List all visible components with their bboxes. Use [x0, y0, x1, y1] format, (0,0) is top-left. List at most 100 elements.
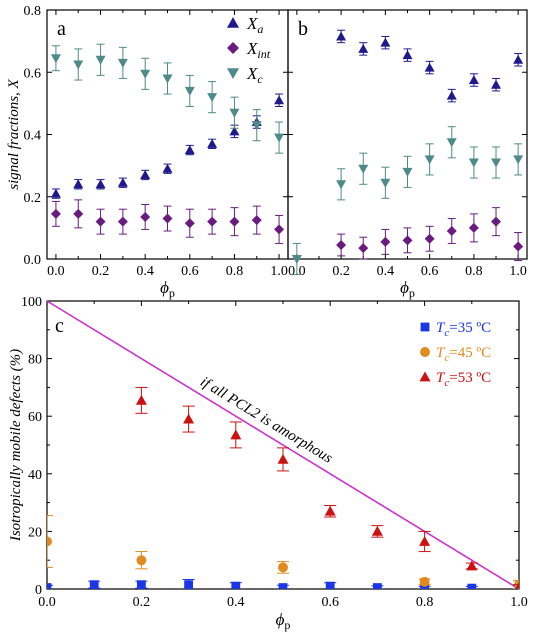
series-Xa: [336, 29, 524, 103]
data-point: [50, 188, 61, 198]
y-tick-label: 0.8: [24, 4, 42, 19]
x-tick-label: 1.0: [510, 595, 528, 610]
data-point: [140, 211, 151, 222]
y-tick-label: 60: [28, 410, 42, 425]
annotation: if all PCL2 is amorphous: [197, 374, 335, 467]
panel-a: 0.0 0.2 0.4 0.6 0.8 1.0 0.0 0.2 0.4 0.6 0.8 a ϕp sign…: [6, 4, 289, 300]
data-point: [402, 167, 413, 177]
data-point: [491, 158, 502, 168]
data-point: [358, 243, 369, 254]
data-point: [419, 576, 430, 587]
data-point: [184, 145, 195, 155]
legend-marker: [419, 371, 431, 382]
data-point: [73, 208, 84, 219]
legend-entry: Xc: [246, 64, 263, 86]
data-point: [358, 164, 369, 174]
x-tick-label: 0.8: [226, 264, 244, 279]
y-axis-label: Isotropically mobile defects (%): [8, 349, 24, 542]
legend-entry-sub: c: [444, 377, 449, 389]
x-tick-label: 0.6: [181, 264, 199, 279]
series-Tc=53 ºC: [135, 386, 519, 589]
x-tick-label: 0.8: [416, 595, 434, 610]
data-point: [50, 54, 61, 64]
data-point: [468, 75, 479, 85]
legend-marker: [227, 17, 239, 28]
y-tick-label: 0.2: [24, 191, 42, 206]
legend-marker: [420, 322, 430, 332]
data-point: [491, 79, 502, 89]
data-point: [162, 74, 173, 84]
x-axis-label-sub: p: [169, 286, 175, 300]
data-point: [207, 138, 218, 148]
data-point: [229, 108, 240, 118]
x-axis-label-sub: p: [409, 286, 415, 300]
data-point: [491, 216, 502, 227]
data-point: [184, 580, 193, 589]
data-point: [424, 155, 435, 165]
panel-c: 0.0 0.2 0.4 0.6 0.8 1.0 0 20 40 60 80 100 if all PCL…: [8, 295, 528, 632]
series-Tc=35 ºC: [47, 578, 519, 589]
data-point: [95, 216, 106, 227]
legend-entry-sub: c: [444, 327, 449, 339]
x-tick-label: 0.0: [38, 595, 56, 610]
y-tick-label: 0.4: [24, 129, 42, 144]
legend-entry-rest: =53 ºC: [449, 370, 491, 386]
data-point: [229, 216, 240, 227]
series-Xc: [50, 43, 285, 154]
data-point: [207, 93, 218, 103]
series-Xa: [50, 93, 285, 199]
y-tick-label: 20: [28, 525, 42, 540]
data-point: [162, 163, 173, 173]
data-point: [117, 58, 128, 68]
plot-area: [47, 386, 519, 589]
series-Tc=45 ºC: [47, 515, 519, 589]
data-point: [467, 583, 477, 589]
y-tick-label: 80: [28, 353, 42, 368]
data-point: [278, 583, 288, 589]
data-point: [336, 180, 347, 190]
data-point: [251, 215, 262, 226]
data-point: [513, 241, 524, 252]
panel-label: a: [57, 18, 66, 40]
legend-entry-main: T: [436, 320, 446, 336]
data-point: [229, 126, 240, 136]
data-point: [358, 43, 369, 53]
data-point: [73, 60, 84, 70]
data-point: [325, 581, 335, 589]
data-point: [380, 236, 391, 247]
series-Xint: [336, 207, 524, 262]
y-axis-label: signal fractions, X: [6, 78, 22, 189]
legend-entry: Xa: [246, 14, 263, 36]
data-point: [277, 453, 289, 464]
x-tick-label: 0.6: [321, 595, 339, 610]
data-point: [515, 582, 519, 589]
legend: Xa Xint Xc: [227, 14, 271, 86]
x-axis-label: ϕp: [276, 610, 291, 632]
data-point: [278, 562, 288, 573]
data-point: [336, 239, 347, 250]
data-point: [117, 177, 128, 187]
data-point: [419, 535, 431, 546]
x-tick-label: 0.4: [227, 595, 245, 610]
legend-entry: Tc=53 ºC: [436, 370, 491, 389]
x-tick-label: 0.8: [465, 264, 483, 279]
data-point: [230, 429, 242, 440]
panel-label: c: [55, 315, 64, 337]
data-point: [380, 37, 391, 47]
data-point: [47, 583, 52, 589]
data-point: [135, 394, 147, 405]
data-point: [324, 505, 336, 516]
data-point: [183, 413, 195, 424]
data-point: [380, 178, 391, 188]
data-point: [140, 169, 151, 179]
data-point: [274, 95, 285, 105]
data-point: [371, 525, 383, 536]
legend-entry: Tc=45 ºC: [436, 345, 491, 364]
y-tick-label: 0.6: [24, 66, 42, 81]
legend-entry-rest: =45 ºC: [449, 345, 491, 361]
legend-marker: [420, 347, 430, 357]
legend-entry-rest: =35 ºC: [449, 320, 491, 336]
